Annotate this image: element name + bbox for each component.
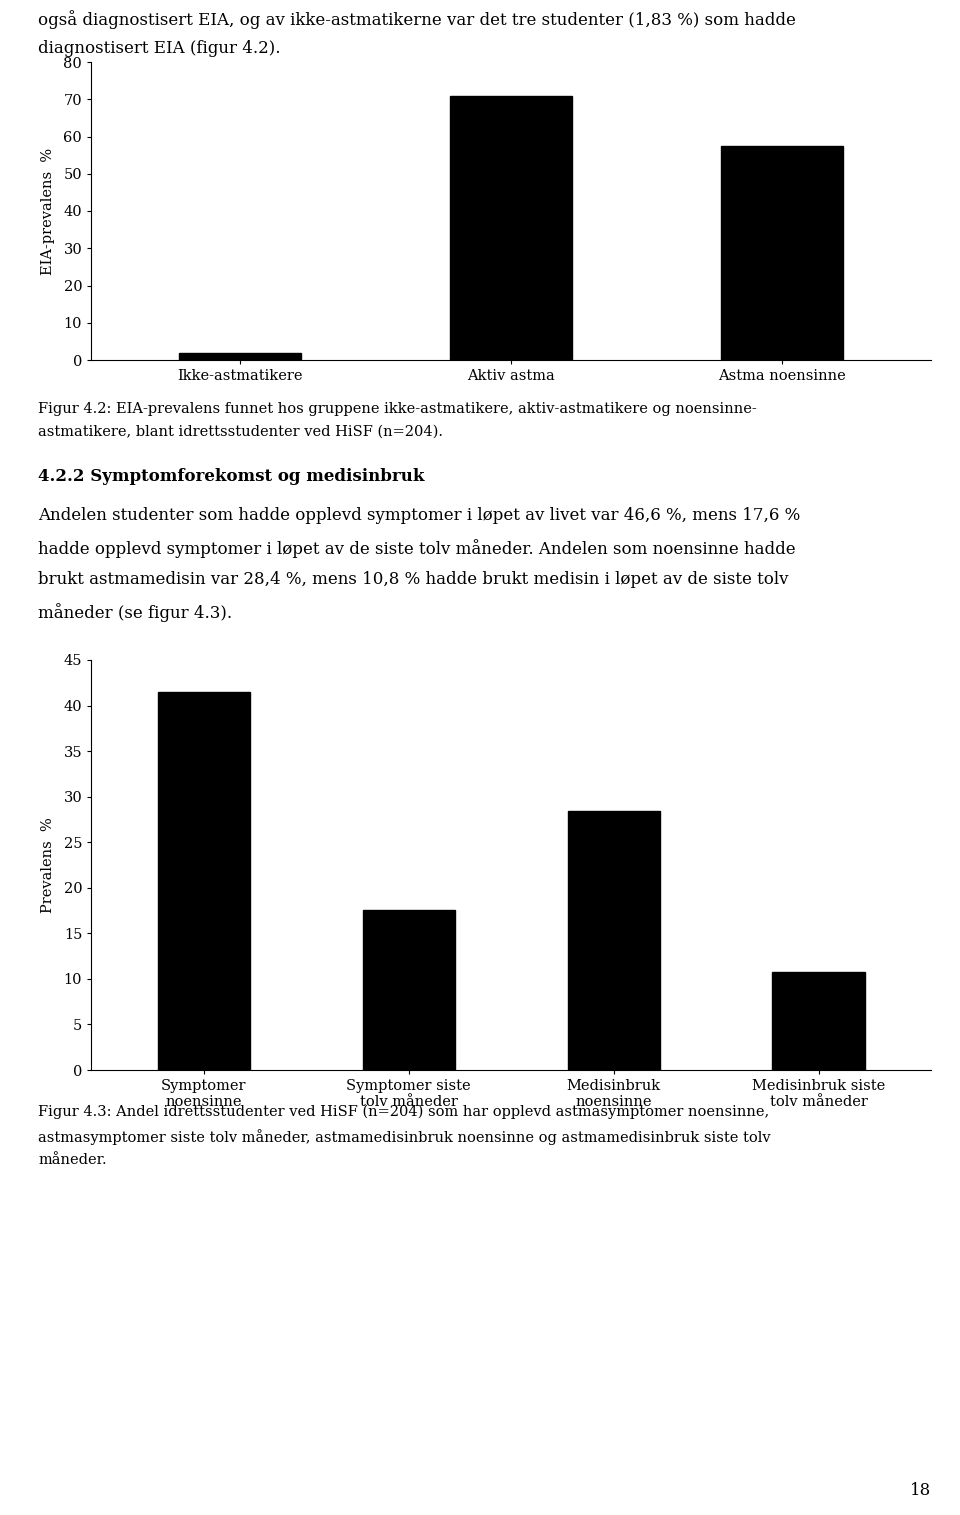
- Text: astmatikere, blant idrettsstudenter ved HiSF (n=204).: astmatikere, blant idrettsstudenter ved …: [38, 426, 444, 439]
- Text: Figur 4.3: Andel idrettsstudenter ved HiSF (n=204) som har opplevd astmasymptome: Figur 4.3: Andel idrettsstudenter ved Hi…: [38, 1104, 770, 1120]
- Bar: [180, 353, 301, 361]
- Text: måneder (se figur 4.3).: måneder (se figur 4.3).: [38, 603, 232, 621]
- Bar: [450, 95, 572, 361]
- Text: astmasymptomer siste tolv måneder, astmamedisinbruk noensinne og astmamedisinbru: astmasymptomer siste tolv måneder, astma…: [38, 1129, 771, 1145]
- Text: Figur 4.2: EIA-prevalens funnet hos gruppene ikke-astmatikere, aktiv-astmatikere: Figur 4.2: EIA-prevalens funnet hos grup…: [38, 401, 757, 417]
- Bar: [773, 971, 865, 1070]
- Bar: [363, 909, 455, 1070]
- Text: også diagnostisert EIA, og av ikke-astmatikerne var det tre studenter (1,83 %) s: også diagnostisert EIA, og av ikke-astma…: [38, 11, 796, 29]
- Bar: [567, 811, 660, 1070]
- Text: måneder.: måneder.: [38, 1153, 107, 1167]
- Bar: [721, 145, 843, 361]
- Text: hadde opplevd symptomer i løpet av de siste tolv måneder. Andelen som noensinne : hadde opplevd symptomer i løpet av de si…: [38, 539, 796, 558]
- Text: 4.2.2 Symptomforekomst og medisinbruk: 4.2.2 Symptomforekomst og medisinbruk: [38, 468, 425, 485]
- Text: brukt astmamedisin var 28,4 %, mens 10,8 % hadde brukt medisin i løpet av de sis: brukt astmamedisin var 28,4 %, mens 10,8…: [38, 571, 789, 588]
- Bar: [157, 692, 250, 1070]
- Text: 18: 18: [910, 1482, 931, 1498]
- Y-axis label: Prevalens  %: Prevalens %: [41, 817, 55, 914]
- Text: diagnostisert EIA (figur 4.2).: diagnostisert EIA (figur 4.2).: [38, 39, 281, 58]
- Y-axis label: EIA-prevalens  %: EIA-prevalens %: [41, 147, 55, 274]
- Text: Andelen studenter som hadde opplevd symptomer i løpet av livet var 46,6 %, mens : Andelen studenter som hadde opplevd symp…: [38, 508, 801, 524]
